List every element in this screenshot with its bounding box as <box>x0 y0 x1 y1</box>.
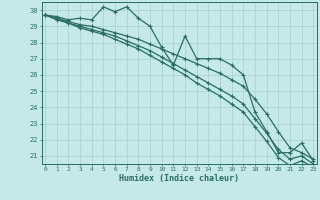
X-axis label: Humidex (Indice chaleur): Humidex (Indice chaleur) <box>119 174 239 183</box>
